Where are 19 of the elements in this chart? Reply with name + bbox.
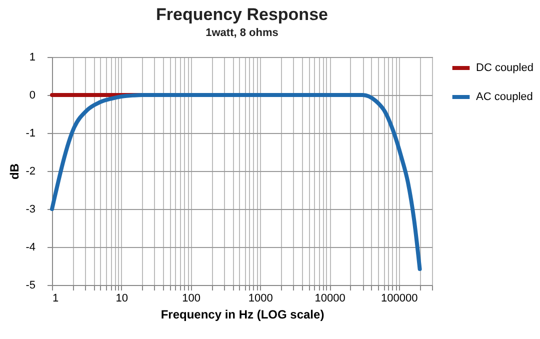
legend-label: DC coupled [476,62,534,74]
y-tick-label: 1 [29,52,36,64]
y-tick-label: -5 [26,280,36,292]
x-tick-label: 10000 [314,292,346,304]
y-axis-title: dB [8,163,22,180]
y-tick-label: -3 [26,204,36,216]
y-tick-label: -4 [26,242,36,254]
chart-subtitle: 1watt, 8 ohms [206,27,278,39]
x-tick-label: 1000 [248,292,273,304]
x-tick-label: 100000 [381,292,418,304]
x-tick-label: 10 [116,292,128,304]
x-tick-label: 1 [52,292,59,304]
x-axis-title: Frequency in Hz (LOG scale) [160,308,324,322]
chart-title: Frequency Response [156,5,328,24]
y-tick-label: -2 [26,166,36,178]
legend-label: AC coupled [476,91,533,103]
y-tick-label: -1 [26,128,36,140]
y-tick-label: 0 [29,90,36,102]
x-tick-label: 100 [182,292,200,304]
